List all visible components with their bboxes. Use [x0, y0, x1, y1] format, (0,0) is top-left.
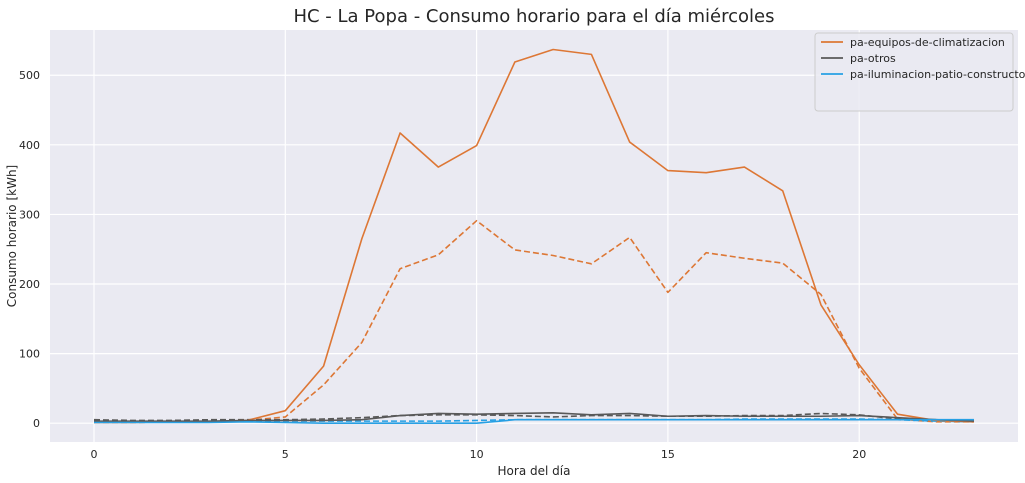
y-tick-label: 400 — [19, 139, 40, 152]
y-tick-label: 200 — [19, 278, 40, 291]
x-tick-label: 5 — [282, 448, 289, 461]
legend-label: pa-equipos-de-climatizacion — [850, 36, 1005, 49]
y-tick-label: 0 — [33, 417, 40, 430]
series-group — [93, 48, 975, 425]
x-tick-label: 0 — [91, 448, 98, 461]
x-tick-label: 10 — [470, 448, 484, 461]
legend: pa-equipos-de-climatizacion pa-otros pa-il… — [814, 32, 1025, 112]
series-line — [94, 418, 974, 425]
legend-label: pa-iluminacion-patio-constructor — [850, 68, 1025, 81]
series-line — [94, 411, 975, 422]
x-axis-label: Hora del día — [498, 464, 571, 478]
chart-title: HC - La Popa - Consumo horario para el d… — [293, 6, 774, 27]
legend-label: pa-otros — [850, 52, 896, 65]
x-tick-label: 20 — [852, 448, 866, 461]
y-axis-label: Consumo horario [kWh] — [5, 165, 19, 307]
y-tick-label: 100 — [19, 348, 40, 361]
series-line-dashed — [93, 412, 975, 422]
y-tick-label: 300 — [19, 208, 40, 221]
y-tick-label: 500 — [19, 69, 40, 82]
legend-box — [814, 32, 1014, 112]
x-tick-label: 15 — [661, 448, 675, 461]
